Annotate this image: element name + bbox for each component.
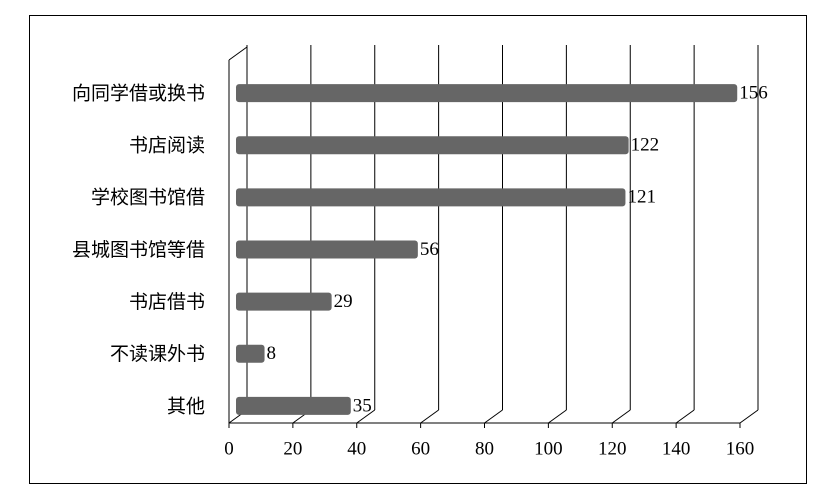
value-label: 29	[334, 291, 353, 312]
y-tick-label: 书店阅读	[129, 135, 205, 157]
y-axis-depth	[228, 46, 248, 61]
x-tick-label: 0	[224, 438, 234, 459]
x-tick-label: 80	[475, 438, 494, 459]
grid-line-depth	[611, 409, 631, 424]
y-tick-label: 向同学借或换书	[72, 82, 205, 104]
grid-line-depth	[484, 409, 503, 424]
y-tick-label: 其他	[167, 395, 205, 417]
x-tick-label: 160	[726, 438, 755, 459]
grid-line-depth	[548, 409, 567, 424]
grid-line-depth	[739, 409, 759, 424]
chart-border	[29, 15, 807, 484]
x-tick-label: 40	[347, 438, 366, 459]
x-tick-label: 100	[534, 438, 563, 459]
bar	[236, 84, 738, 103]
bar	[236, 292, 332, 311]
y-tick-label: 不读课外书	[110, 343, 205, 365]
bar	[236, 344, 265, 363]
bar	[236, 136, 629, 155]
value-label: 35	[353, 395, 372, 416]
bar	[236, 396, 351, 415]
y-tick-label: 书店借书	[129, 291, 205, 313]
x-tick-label: 60	[411, 438, 430, 459]
x-tick-label: 20	[283, 438, 302, 459]
x-tick-label: 140	[662, 438, 691, 459]
value-label: 56	[420, 239, 439, 260]
value-label: 122	[631, 135, 660, 156]
value-label: 156	[739, 82, 768, 103]
value-label: 121	[627, 187, 656, 208]
bar	[236, 240, 418, 259]
y-tick-label: 学校图书馆借	[91, 187, 205, 209]
x-tick-label: 120	[598, 438, 627, 459]
grid-line-depth	[675, 409, 695, 424]
value-label: 8	[267, 343, 277, 364]
grid-line-depth	[420, 409, 439, 424]
y-tick-label: 县城图书馆等借	[72, 239, 205, 261]
bar	[236, 188, 626, 207]
grid-line-depth	[356, 409, 376, 424]
